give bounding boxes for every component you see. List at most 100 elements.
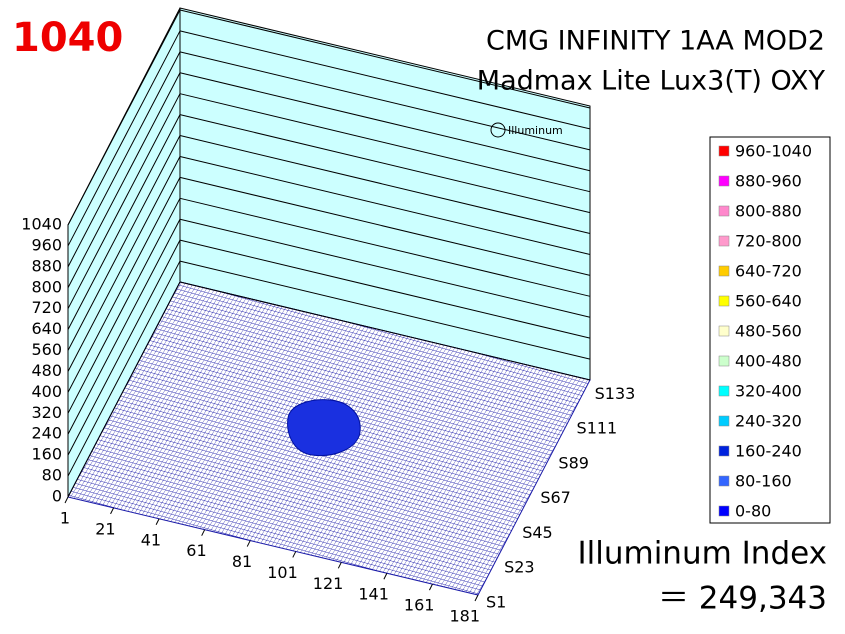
legend-swatch: [718, 445, 730, 457]
watermark: Illuminum: [508, 124, 563, 137]
x-tick-label: 61: [186, 541, 206, 560]
x-tick: [110, 507, 115, 515]
legend-label: 720-800: [735, 232, 802, 251]
grid-line: [179, 281, 591, 381]
legend: [709, 136, 831, 524]
grid-line: [67, 93, 181, 309]
grid-line: [179, 260, 591, 360]
z-tick-label: 640: [31, 319, 62, 338]
grid-line: [179, 30, 591, 130]
x-tick-label: 141: [358, 585, 389, 604]
z-tick-label: 240: [31, 424, 62, 443]
peak-value: 1040: [12, 15, 123, 61]
legend-label: 240-320: [735, 412, 802, 431]
grid-line: [179, 155, 591, 255]
x-tick: [292, 551, 297, 558]
z-tick-label: 0: [52, 487, 62, 506]
x-tick: [64, 496, 69, 504]
x-tick-label: 81: [232, 552, 252, 571]
z-tick-label: 400: [31, 382, 62, 401]
grid-line: [179, 9, 591, 109]
legend-label: 480-560: [735, 322, 802, 341]
grid-line: [67, 281, 181, 498]
grid-line: [179, 176, 591, 276]
grid-line: [67, 260, 181, 477]
z-tick-label: 80: [42, 466, 62, 485]
legend-label: 160-240: [735, 442, 802, 461]
legend-label: 0-80: [735, 502, 771, 521]
grid-line: [179, 135, 591, 235]
x-tick: [337, 562, 342, 569]
x-tick-label: 41: [141, 530, 161, 549]
legend-swatch: [718, 175, 730, 187]
legend-swatch: [718, 205, 730, 217]
grid-line: [67, 156, 181, 372]
legend-swatch: [718, 145, 730, 157]
grid-line: [179, 51, 591, 151]
z-tick-label: 880: [31, 256, 62, 275]
title: Madmax Lite Lux3(T) OXY: [477, 66, 826, 97]
legend-swatch: [718, 295, 730, 307]
x-tick-label: 181: [449, 607, 480, 626]
grid-line: [179, 72, 591, 172]
grid-line: [67, 51, 181, 268]
z-tick-label: 800: [31, 277, 62, 296]
grid-line: [67, 198, 181, 414]
legend-label: 960-1040: [735, 142, 812, 161]
z-tick-label: 160: [31, 445, 62, 464]
grid-line: [179, 197, 591, 297]
x-tick: [474, 594, 479, 602]
hotspot: [287, 399, 361, 457]
x-tick-label: 161: [404, 596, 435, 615]
z-tick-label: 320: [31, 403, 62, 422]
legend-swatch: [718, 355, 730, 367]
legend-label: 560-640: [735, 292, 802, 311]
z-tick-label: 480: [31, 361, 62, 380]
legend-swatch: [718, 385, 730, 397]
z-tick-label: 960: [31, 235, 62, 254]
legend-swatch: [718, 325, 730, 337]
z-tick-label: 720: [31, 298, 62, 317]
grid-line: [67, 239, 181, 456]
legend-swatch: [718, 505, 730, 517]
x-tick: [246, 540, 251, 547]
y-tick-label: S89: [558, 453, 589, 472]
y-tick-label: S1: [486, 593, 506, 612]
grid-line: [179, 239, 591, 339]
index-value: ＝ 249,343: [658, 581, 827, 617]
x-tick-label: 1: [60, 509, 70, 528]
x-tick: [155, 518, 160, 526]
y-tick-label: S45: [522, 523, 553, 542]
grid-line: [179, 218, 591, 318]
legend-label: 320-400: [735, 382, 802, 401]
x-tick-label: 21: [95, 519, 115, 538]
legend-swatch: [718, 475, 730, 487]
legend-label: 800-880: [735, 202, 802, 221]
grid-line: [179, 93, 591, 193]
x-tick: [383, 572, 388, 580]
legend-label: 80-160: [735, 472, 792, 491]
grid-line: [67, 218, 181, 435]
grid-line: [67, 9, 181, 226]
grid-line: [67, 114, 181, 330]
title: CMG INFINITY 1AA MOD2: [486, 26, 825, 57]
x-tick-label: 101: [267, 563, 298, 582]
copyright-icon: [490, 122, 506, 138]
y-tick-label: S133: [595, 384, 636, 403]
legend-label: 400-480: [735, 352, 802, 371]
grid-line: [67, 30, 181, 247]
legend-label: 880-960: [735, 172, 802, 191]
x-tick: [201, 529, 206, 536]
y-tick-label: S111: [577, 419, 618, 438]
index-label: Illuminum Index: [577, 536, 827, 572]
grid-line: [67, 177, 181, 393]
x-tick: [428, 583, 433, 591]
y-tick-label: S23: [504, 558, 535, 577]
legend-swatch: [718, 235, 730, 247]
legend-label: 640-720: [735, 262, 802, 281]
grid-line: [67, 135, 181, 351]
z-tick-label: 560: [31, 340, 62, 359]
legend-swatch: [718, 265, 730, 277]
grid-line: [179, 114, 591, 214]
